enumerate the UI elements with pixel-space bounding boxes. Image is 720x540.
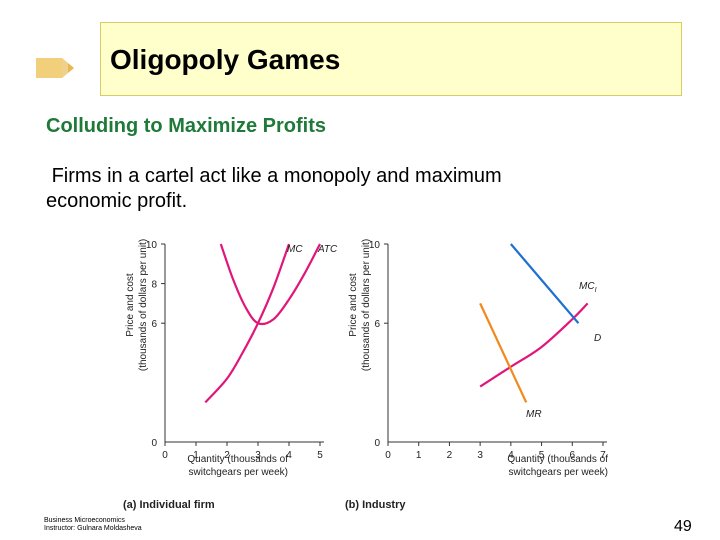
series-label-atc-a: ATC <box>317 244 338 255</box>
x-tick-label-a: 4 <box>286 450 292 461</box>
series-label-mc-a: MC <box>287 244 303 255</box>
curve-mc-a <box>204 243 291 404</box>
x-tick-label-b: 0 <box>385 450 391 461</box>
x-tick-label-b: 3 <box>477 450 483 461</box>
panel-a-label: (a) Individual firm <box>123 499 215 511</box>
curve-mc-b <box>479 302 589 388</box>
x-tick-label-a: 5 <box>317 450 323 461</box>
panel-b-xlabel-1: Quantity (thousands of <box>507 454 608 465</box>
panel-a-ylabel-2: (thousands of dollars per unit) <box>138 239 149 371</box>
y-tick-label-a: 8 <box>151 280 157 291</box>
body-line-1: Firms in a cartel act like a monopoly an… <box>46 164 666 189</box>
x-tick-label-a: 0 <box>162 450 168 461</box>
panel-b-ylabel-2: (thousands of dollars per unit) <box>361 239 372 371</box>
x-tick-label-b: 7 <box>600 450 606 461</box>
x-tick-label-a: 3 <box>255 450 261 461</box>
y-tick-label-a: 0 <box>151 438 157 449</box>
cartel-figure: Price and cost (thousands of dollars per… <box>123 239 608 511</box>
title-box: Oligopoly Games <box>100 22 682 96</box>
panel-b-ylabel-1: Price and cost <box>348 273 359 337</box>
body-text: Firms in a cartel act like a monopoly an… <box>46 164 666 214</box>
series-label-d-b: D <box>594 333 601 344</box>
x-tick-label-b: 1 <box>416 450 422 461</box>
y-tick-label-a: 6 <box>151 319 157 330</box>
x-tick-label-b: 5 <box>539 450 545 461</box>
page-number: 49 <box>674 518 692 535</box>
curve-d-b <box>510 243 580 324</box>
panel-a-xlabel-1: Quantity (thousands of <box>187 454 288 465</box>
body-line-2: economic profit. <box>46 190 188 212</box>
series-label-mr-b: MR <box>526 409 542 420</box>
panel-industry: Price and cost (thousands of dollars per… <box>345 239 608 511</box>
pencil-icon <box>36 58 74 78</box>
x-tick-label-a: 2 <box>224 450 230 461</box>
panel-b-label: (b) Industry <box>345 499 406 511</box>
y-tick-label-a: 10 <box>146 240 158 251</box>
panel-individual-firm: Price and cost (thousands of dollars per… <box>123 239 338 511</box>
footer-course: Business Microeconomics <box>44 517 125 524</box>
series-label-mc-b: MCI <box>579 281 597 294</box>
x-tick-label-a: 1 <box>193 450 199 461</box>
y-tick-label-b: 6 <box>374 319 380 330</box>
curve-atc-a <box>219 243 321 326</box>
x-tick-label-b: 4 <box>508 450 514 461</box>
footer-instructor: Instructor: Gulnara Moldasheva <box>44 525 142 532</box>
body-line-1-text: Firms in a cartel act like a monopoly an… <box>51 165 502 187</box>
panel-a-xlabel-2: switchgears per week) <box>189 467 288 478</box>
slide-subtitle: Colluding to Maximize Profits <box>46 115 327 137</box>
panel-b-xlabel-2: switchgears per week) <box>509 467 608 478</box>
x-tick-label-b: 6 <box>570 450 576 461</box>
footer-credit: Business Microeconomics Instructor: Guln… <box>44 517 142 533</box>
panel-a-ylabel-1: Price and cost <box>125 273 136 337</box>
y-tick-label-b: 10 <box>369 240 381 251</box>
curve-mr-b <box>479 302 528 403</box>
x-tick-label-b: 2 <box>447 450 453 461</box>
y-tick-label-b: 0 <box>374 438 380 449</box>
slide-title: Oligopoly Games <box>110 44 341 75</box>
